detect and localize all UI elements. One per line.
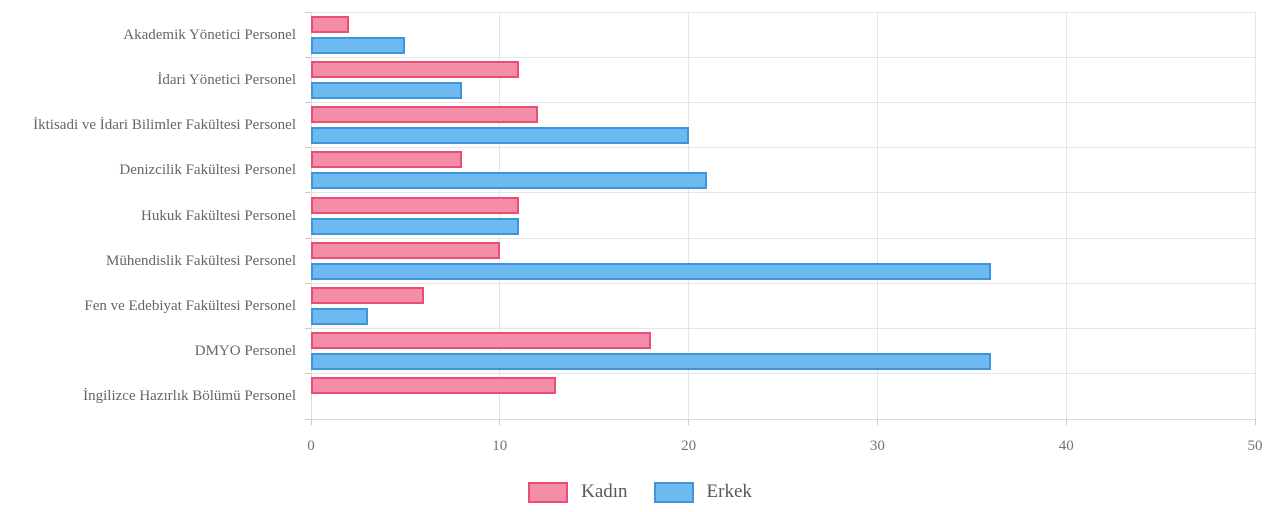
y-axis-tick (305, 56, 311, 58)
bar-erkek-3[interactable] (311, 172, 708, 190)
gridline-horizontal (311, 237, 1255, 239)
kadin-legend-swatch (528, 481, 569, 503)
gridline-horizontal (311, 192, 1255, 194)
gridline-horizontal (311, 101, 1255, 103)
bar-kadın-4[interactable] (311, 196, 519, 214)
bar-kadın-2[interactable] (311, 106, 538, 124)
bar-kadın-7[interactable] (311, 332, 651, 350)
bar-kadın-1[interactable] (311, 60, 519, 78)
x-axis-tick (876, 419, 878, 425)
x-axis-tick-label: 0 (307, 438, 315, 454)
x-axis-line (311, 419, 1255, 420)
bar-kadın-5[interactable] (311, 241, 500, 259)
bar-kadın-6[interactable] (311, 286, 425, 304)
y-axis-tick (305, 418, 311, 420)
legend-item-erkek[interactable]: Erkek (653, 480, 752, 504)
gridline-vertical (1065, 12, 1067, 419)
gridline-horizontal (311, 11, 1255, 13)
bar-erkek-4[interactable] (311, 217, 519, 235)
gridline-vertical (1254, 12, 1256, 419)
x-axis-tick (1254, 419, 1256, 425)
y-axis-tick (305, 101, 311, 103)
bar-erkek-2[interactable] (311, 127, 689, 145)
category-label: Akademik Yönetici Personel (123, 26, 296, 43)
x-axis-tick-label: 50 (1247, 438, 1263, 454)
bar-erkek-0[interactable] (311, 36, 406, 54)
gridline-horizontal (311, 282, 1255, 284)
kadin-legend-label: Kadın (581, 481, 628, 502)
y-axis-tick (305, 147, 311, 149)
y-axis-tick (305, 282, 311, 284)
x-axis-tick (499, 419, 501, 425)
y-axis-tick (305, 192, 311, 194)
erkek-legend-label: Erkek (706, 481, 752, 502)
gridline-horizontal (311, 328, 1255, 330)
gridline-horizontal (311, 147, 1255, 149)
legend-item-kadin[interactable]: Kadın (528, 480, 628, 504)
legend: Kadın Erkek (0, 479, 1280, 505)
gridline-vertical (688, 12, 690, 419)
category-label: Denizcilik Fakültesi Personel (119, 162, 296, 179)
gridline-horizontal (311, 373, 1255, 375)
gridline-vertical (876, 12, 878, 419)
y-axis-tick (305, 237, 311, 239)
category-label: Mühendislik Fakültesi Personel (106, 252, 296, 269)
bar-erkek-7[interactable] (311, 353, 991, 371)
category-label: Hukuk Fakültesi Personel (141, 207, 296, 224)
bar-kadın-8[interactable] (311, 377, 557, 395)
x-axis-tick (688, 419, 690, 425)
y-axis-tick (305, 328, 311, 330)
gridline-vertical (499, 12, 501, 419)
y-axis-tick (305, 373, 311, 375)
bar-kadın-3[interactable] (311, 151, 463, 169)
x-axis-tick-label: 30 (869, 438, 885, 454)
category-label: İdari Yönetici Personel (157, 71, 296, 88)
gridline-horizontal (311, 56, 1255, 58)
bar-erkek-6[interactable] (311, 307, 368, 325)
y-axis-tick (305, 11, 311, 13)
category-label: DMYO Personel (194, 343, 296, 360)
gridline-vertical (310, 12, 312, 419)
category-label: İngilizce Hazırlık Bölümü Personel (83, 388, 296, 405)
bar-erkek-1[interactable] (311, 81, 463, 99)
x-axis-tick-label: 10 (492, 438, 508, 454)
x-axis-tick-label: 40 (1058, 438, 1074, 454)
x-axis-tick (310, 419, 312, 425)
erkek-legend-swatch (653, 481, 694, 503)
x-axis-tick-label: 20 (681, 438, 697, 454)
bar-kadın-0[interactable] (311, 15, 349, 33)
bar-erkek-5[interactable] (311, 262, 991, 280)
category-label: İktisadi ve İdari Bilimler Fakültesi Per… (33, 117, 296, 134)
category-label: Fen ve Edebiyat Fakültesi Personel (84, 297, 296, 314)
x-axis-tick (1065, 419, 1067, 425)
